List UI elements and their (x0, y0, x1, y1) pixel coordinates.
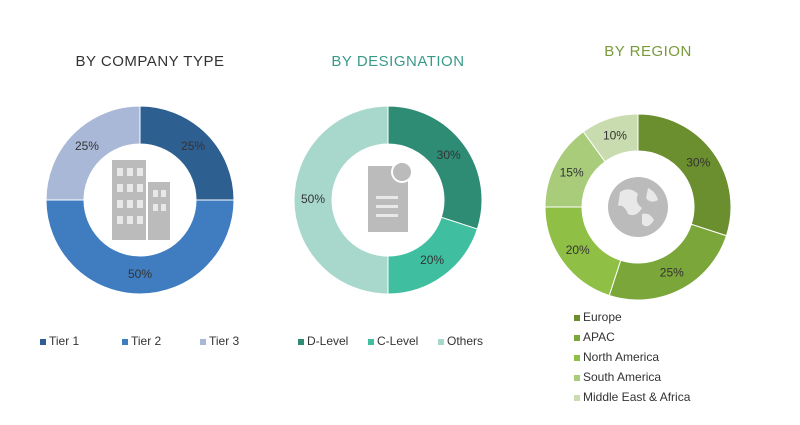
legend-swatch (368, 339, 374, 345)
legend-swatch (574, 375, 580, 381)
data-label: 25% (75, 139, 99, 153)
data-label: 25% (181, 139, 205, 153)
legend-label: APAC (583, 330, 615, 344)
legend-swatch (200, 339, 206, 345)
data-label: 50% (301, 192, 325, 206)
donut-slice (637, 113, 732, 237)
legend-swatch (298, 339, 304, 345)
legend-swatch (574, 355, 580, 361)
data-label: 30% (437, 148, 461, 162)
data-label: 15% (560, 165, 584, 179)
chart-title: BY COMPANY TYPE (76, 53, 225, 70)
data-label: 20% (566, 243, 590, 257)
legend-swatch (40, 339, 46, 345)
chart-title: BY DESIGNATION (331, 53, 464, 70)
legend-label: Europe (583, 310, 622, 324)
chart-title: BY REGION (604, 43, 692, 60)
data-label: 25% (660, 266, 684, 280)
donut-slice (582, 113, 639, 163)
globe-icon (608, 177, 668, 237)
data-label: 50% (128, 267, 152, 281)
data-label: 30% (686, 155, 710, 169)
data-label: 20% (420, 253, 444, 267)
legend-swatch (574, 315, 580, 321)
donut-slice (45, 199, 235, 295)
legend-label: Middle East & Africa (583, 390, 691, 404)
data-label: 10% (603, 128, 627, 142)
legend-label: Tier 3 (209, 334, 240, 348)
legend-swatch (574, 335, 580, 341)
legend-label: Others (447, 334, 483, 348)
legend-label: D-Level (307, 334, 348, 348)
donut-slice (387, 105, 483, 230)
document-icon (368, 161, 413, 232)
legend-label: C-Level (377, 334, 418, 348)
building-icon (112, 160, 170, 240)
legend-label: Tier 1 (49, 334, 80, 348)
donut-slice (293, 105, 389, 295)
legend-swatch (438, 339, 444, 345)
donut-slice (45, 105, 141, 201)
legend-label: Tier 2 (131, 334, 162, 348)
legend-swatch (122, 339, 128, 345)
legend-label: North America (583, 350, 659, 364)
legend-label: South America (583, 370, 661, 384)
legend-swatch (574, 395, 580, 401)
